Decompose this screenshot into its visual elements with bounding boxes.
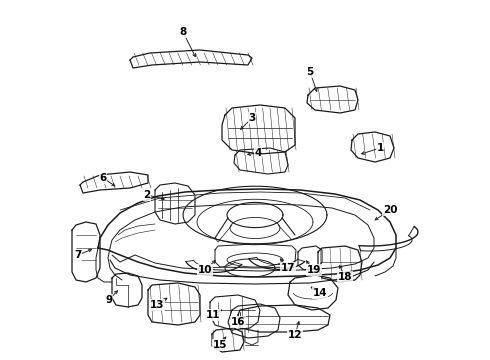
Text: 8: 8 bbox=[179, 27, 187, 37]
Text: 3: 3 bbox=[248, 113, 256, 123]
Text: 17: 17 bbox=[281, 263, 295, 273]
Text: 20: 20 bbox=[383, 205, 397, 215]
Text: 5: 5 bbox=[306, 67, 314, 77]
Text: 10: 10 bbox=[198, 265, 212, 275]
Text: 2: 2 bbox=[144, 190, 150, 200]
Text: 9: 9 bbox=[105, 295, 113, 305]
Text: 13: 13 bbox=[150, 300, 164, 310]
Text: 1: 1 bbox=[376, 143, 384, 153]
Text: 7: 7 bbox=[74, 250, 82, 260]
Text: 15: 15 bbox=[213, 340, 227, 350]
Text: 12: 12 bbox=[288, 330, 302, 340]
Text: 19: 19 bbox=[307, 265, 321, 275]
Text: 11: 11 bbox=[206, 310, 220, 320]
Text: 16: 16 bbox=[231, 317, 245, 327]
Text: 4: 4 bbox=[254, 148, 262, 158]
Text: 18: 18 bbox=[338, 272, 352, 282]
Text: 6: 6 bbox=[99, 173, 107, 183]
Text: 14: 14 bbox=[313, 288, 327, 298]
